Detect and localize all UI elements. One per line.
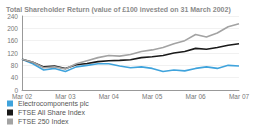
svg-text:Mar 06: Mar 06 (185, 93, 206, 100)
svg-text:120: 120 (7, 50, 18, 57)
svg-text:Mar 07: Mar 07 (229, 93, 250, 100)
svg-text:240: 240 (7, 13, 18, 20)
svg-text:Mar 04: Mar 04 (99, 93, 120, 100)
svg-text:FTSE 250 Index: FTSE 250 Index (18, 118, 69, 125)
svg-text:80: 80 (11, 62, 19, 69)
svg-text:160: 160 (7, 37, 18, 44)
svg-text:0: 0 (14, 86, 18, 94)
svg-text:Mar 02: Mar 02 (12, 93, 33, 100)
svg-text:Total Shareholder Return (valu: Total Shareholder Return (value of £100 … (6, 6, 231, 14)
svg-text:FTSE All Share Index: FTSE All Share Index (18, 109, 85, 116)
svg-text:Electrocomponents plc: Electrocomponents plc (18, 100, 89, 108)
svg-text:40: 40 (11, 74, 19, 81)
svg-text:Mar 05: Mar 05 (142, 93, 163, 100)
svg-text:Mar 03: Mar 03 (55, 93, 76, 100)
svg-text:200: 200 (7, 25, 18, 32)
